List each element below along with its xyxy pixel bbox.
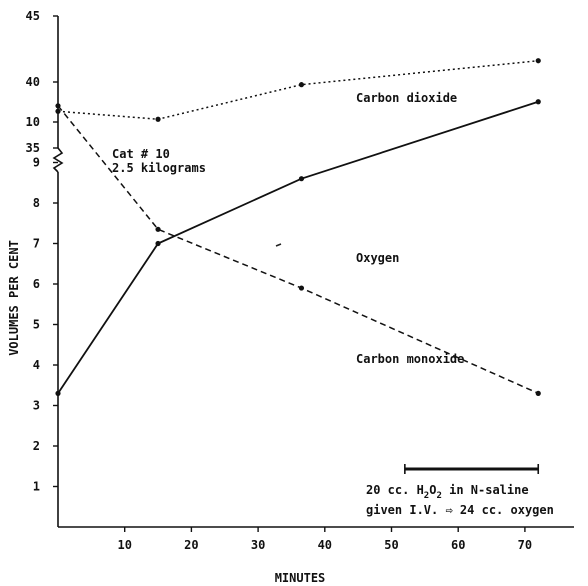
y-tick-label: 35 xyxy=(26,141,40,155)
y-tick-label: 10 xyxy=(26,115,40,129)
x-axis-label: MINUTES xyxy=(275,571,326,585)
series-group xyxy=(55,58,541,396)
data-point-oxygen xyxy=(55,390,61,396)
data-point-carbon-dioxide xyxy=(155,116,161,122)
data-point-carbon-monoxide xyxy=(298,285,305,291)
y-tick-label: 4 xyxy=(33,358,40,372)
infusion-text-mid: O xyxy=(429,483,436,497)
x-tick-label: 50 xyxy=(384,538,398,552)
infusion-interval-bar xyxy=(404,464,540,474)
infusion-line-1: 20 cc. H2O2 in N-saline xyxy=(366,483,529,501)
data-point-carbon-monoxide xyxy=(155,226,161,232)
series-label-carbon-dioxide: Carbon dioxide xyxy=(356,91,457,105)
y-tick-label: 5 xyxy=(33,318,40,332)
y-tick-label: 8 xyxy=(33,196,40,210)
x-tick-label: 40 xyxy=(318,538,332,552)
data-point-carbon-monoxide xyxy=(535,390,541,396)
data-point-carbon-dioxide xyxy=(55,108,61,114)
series-label-oxygen: Oxygen xyxy=(356,251,399,265)
y-axis-break-mark xyxy=(52,147,64,173)
x-tick-labels: 10 20 30 40 50 60 70 xyxy=(117,527,532,552)
data-point-oxygen xyxy=(535,99,541,105)
series-line-carbon-monoxide xyxy=(57,105,539,395)
infusion-text-post: in N-saline xyxy=(442,483,529,497)
y-tick-label: 1 xyxy=(33,480,40,494)
infusion-sub-2: 2 xyxy=(436,491,441,501)
stray-mark xyxy=(275,243,282,247)
x-tick-label: 70 xyxy=(518,538,532,552)
x-tick-label: 60 xyxy=(451,538,465,552)
data-point-oxygen xyxy=(298,176,305,182)
y-tick-label: 2 xyxy=(33,439,40,453)
infusion-line-2: given I.V. ⇨ 24 cc. oxygen xyxy=(366,503,554,517)
y-tick-label: 45 xyxy=(26,9,40,23)
x-tick-label: 10 xyxy=(117,538,131,552)
y-tick-label: 9 xyxy=(33,156,40,170)
data-point-carbon-monoxide xyxy=(55,103,61,109)
subject-line-1: Cat # 10 xyxy=(112,147,170,161)
x-tick-label: 20 xyxy=(184,538,198,552)
series-label-carbon-monoxide: Carbon monoxide xyxy=(356,352,464,366)
data-point-oxygen xyxy=(155,240,161,247)
data-point-carbon-dioxide xyxy=(298,82,305,88)
axes xyxy=(52,16,574,528)
y-tick-label: 3 xyxy=(33,399,40,413)
y-axis-label: VOLUMES PER CENT xyxy=(7,240,21,356)
infusion-sub-1: 2 xyxy=(424,491,429,501)
x-tick-label: 30 xyxy=(251,538,265,552)
subject-line-2: 2.5 kilograms xyxy=(112,161,206,175)
y-tick-label: 7 xyxy=(33,237,40,251)
series-line-oxygen xyxy=(57,100,539,394)
infusion-text-pre: 20 cc. H xyxy=(366,483,424,497)
y-tick-label: 6 xyxy=(33,277,40,291)
y-tick-label: 40 xyxy=(26,75,40,89)
series-line-carbon-dioxide xyxy=(57,59,539,120)
data-point-carbon-dioxide xyxy=(535,58,541,64)
